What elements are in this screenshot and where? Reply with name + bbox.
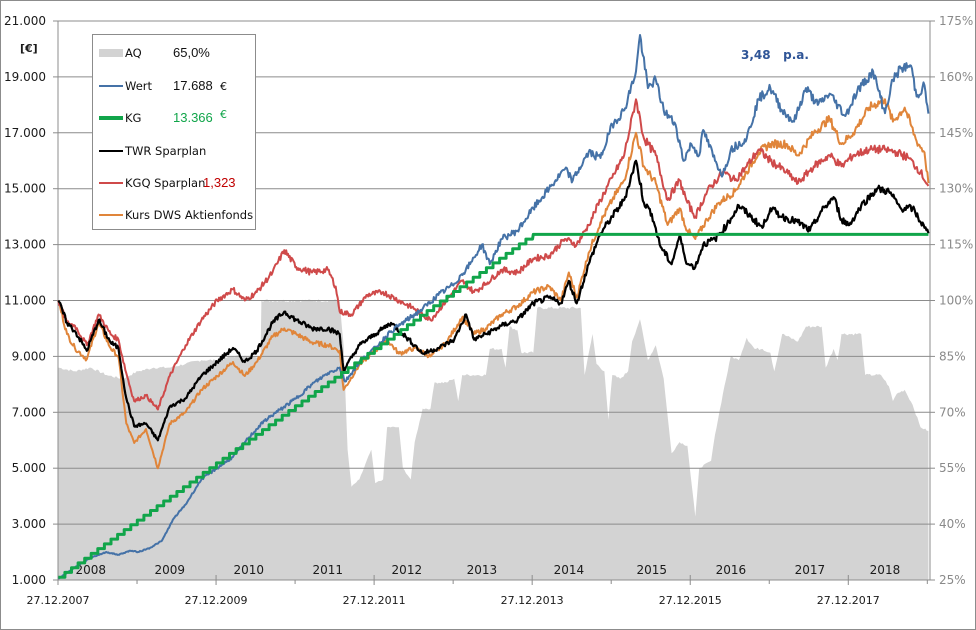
- legend-label: Kurs DWS Aktienfonds: [125, 208, 254, 222]
- x-date-label: 27.12.2007: [27, 594, 90, 607]
- y-right-tick-label: 70%: [939, 405, 966, 419]
- y-left-tick-label: 13.000: [4, 238, 46, 252]
- x-year-label: 2013: [467, 563, 498, 577]
- y-left-tick-label: 7.000: [12, 405, 46, 419]
- legend-value: 1,323: [203, 175, 236, 190]
- legend-swatch: [99, 150, 123, 152]
- aq-area: [58, 299, 929, 580]
- series-line-twr-sparplan: [57, 159, 930, 442]
- y-left-tick-label: 3.000: [12, 517, 46, 531]
- x-date-label: 27.12.2015: [659, 594, 722, 607]
- y-left-tick-label: 11.000: [4, 294, 46, 308]
- x-date-label: 27.12.2011: [343, 594, 406, 607]
- legend-item: KGQ Sparplan: [99, 173, 205, 193]
- legend-swatch: [99, 214, 123, 216]
- area-layer: [58, 299, 929, 580]
- series-line-wert: [57, 34, 930, 580]
- y-left-tick-label: 1.000: [12, 573, 46, 587]
- y-left-tick-label: 21.000: [4, 14, 46, 28]
- legend-label: KG: [125, 111, 142, 125]
- x-year-label: 2018: [870, 563, 901, 577]
- legend-currency: €: [220, 108, 227, 121]
- x-year-label: 2014: [554, 563, 585, 577]
- y-left-tick-label: 19.000: [4, 70, 46, 84]
- legend-label: Wert: [125, 79, 153, 93]
- y-right-tick-label: 145%: [939, 126, 973, 140]
- x-year-label: 2010: [234, 563, 265, 577]
- legend-swatch: [99, 182, 123, 184]
- x-year-label: 2012: [392, 563, 423, 577]
- legend-item: KG: [99, 108, 141, 128]
- annualized-return-annotation: 3,48 p.a.: [741, 48, 809, 62]
- series-line-kgq-sparplan: [57, 98, 930, 411]
- x-year-label: 2017: [795, 563, 826, 577]
- y-left-tick-label: 17.000: [4, 126, 46, 140]
- series-line-kurs-dws-aktienfonds: [57, 97, 930, 470]
- y-right-tick-label: 175%: [939, 14, 973, 28]
- legend-item: AQ: [99, 43, 142, 63]
- x-year-label: 2015: [637, 563, 668, 577]
- legend-label: TWR Sparplan: [125, 144, 207, 158]
- legend-value: 13.366: [173, 110, 213, 125]
- x-year-label: 2011: [313, 563, 344, 577]
- x-year-label: 2008: [75, 563, 106, 577]
- y-right-tick-label: 130%: [939, 182, 973, 196]
- x-date-label: 27.12.2009: [185, 594, 248, 607]
- y-right-tick-label: 160%: [939, 70, 973, 84]
- legend-currency: €: [220, 80, 227, 93]
- y-right-tick-label: 55%: [939, 461, 966, 475]
- legend-label: AQ: [125, 46, 142, 60]
- x-year-label: 2016: [716, 563, 747, 577]
- x-year-label: 2009: [154, 563, 185, 577]
- y-right-tick-label: 115%: [939, 238, 973, 252]
- y-axis-unit-label: [€]: [20, 42, 38, 55]
- legend-swatch: [99, 85, 123, 87]
- axis-layer: 1.000 3.000 5.000 7.000 9.000 11.000 13.000 15.…: [4, 14, 973, 607]
- line-layer: [57, 34, 930, 580]
- x-date-label: 27.12.2013: [501, 594, 564, 607]
- legend-swatch: [99, 116, 123, 120]
- legend-item: TWR Sparplan: [99, 141, 206, 161]
- legend-label: KGQ Sparplan: [125, 176, 206, 190]
- y-left-tick-label: 15.000: [4, 182, 46, 196]
- legend: AQ 65,0% Wert 17.688 € KG 13.366 € TWR Sparplan K…: [92, 34, 256, 230]
- y-left-tick-label: 5.000: [12, 461, 46, 475]
- x-date-label: 27.12.2017: [817, 594, 880, 607]
- y-right-tick-label: 85%: [939, 349, 966, 363]
- legend-value: 65,0%: [173, 45, 210, 60]
- y-right-tick-label: 100%: [939, 294, 973, 308]
- y-right-tick-label: 40%: [939, 517, 966, 531]
- legend-swatch: [99, 49, 123, 57]
- y-right-tick-label: 25%: [939, 573, 966, 587]
- legend-item: Wert: [99, 76, 152, 96]
- y-left-tick-label: 9.000: [12, 349, 46, 363]
- legend-item: Kurs DWS Aktienfonds: [99, 205, 253, 225]
- legend-value: 17.688: [173, 78, 213, 93]
- series-line-kg: [58, 232, 929, 579]
